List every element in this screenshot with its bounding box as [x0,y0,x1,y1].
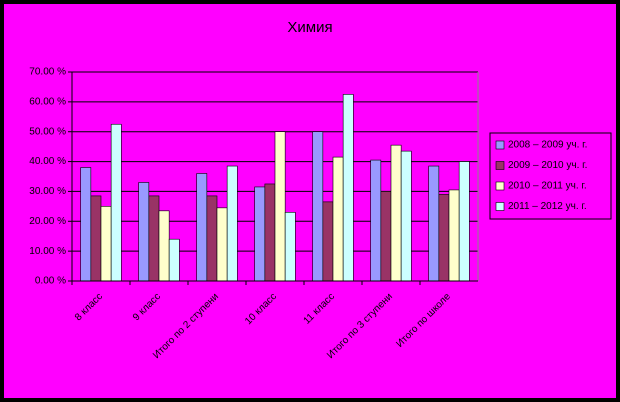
bar [110,123,122,282]
bar [158,210,170,282]
y-tick-label: 20.00 % [29,216,66,227]
bar [428,165,440,282]
y-tick-label: 50.00 % [29,126,66,137]
chart-title: Химия [287,19,332,36]
bar [438,194,450,282]
bar [458,161,470,282]
bar [332,156,344,282]
bar [322,201,334,282]
legend-box [489,132,612,220]
legend-label: 2011 – 2012 уч. г. [508,201,587,212]
bar [264,183,276,282]
bar [284,212,296,282]
y-tick-label: 60.00 % [29,96,66,107]
bar [100,206,112,282]
bar [148,195,160,282]
bar [216,207,228,282]
legend-label: 2010 – 2011 уч. г. [508,181,587,192]
y-tick-label: 10.00 % [29,246,66,257]
y-tick-label: 40.00 % [29,156,66,167]
bar [448,189,460,282]
legend-swatch [495,161,505,170]
y-tick-label: 30.00 % [29,186,66,197]
bar [342,94,354,282]
legend-swatch [495,140,505,150]
bar [90,195,102,282]
bar [254,186,266,282]
legend-label: 2008 – 2009 уч. г. [508,140,587,151]
bar [138,182,150,282]
bar [312,131,324,282]
bar [390,144,402,282]
bar [380,191,392,282]
bar [400,150,412,282]
bar [168,238,180,282]
y-tick-label: 0.00 % [35,276,66,287]
bar [196,173,208,282]
legend-swatch [495,202,505,211]
bar [80,167,92,282]
legend-swatch [495,181,505,191]
bar [226,165,238,282]
bar [370,159,382,282]
bar [274,131,286,282]
y-tick-label: 70.00 % [29,67,66,78]
bar [206,195,218,282]
legend-label: 2009 – 2010 уч. г. [508,160,587,171]
